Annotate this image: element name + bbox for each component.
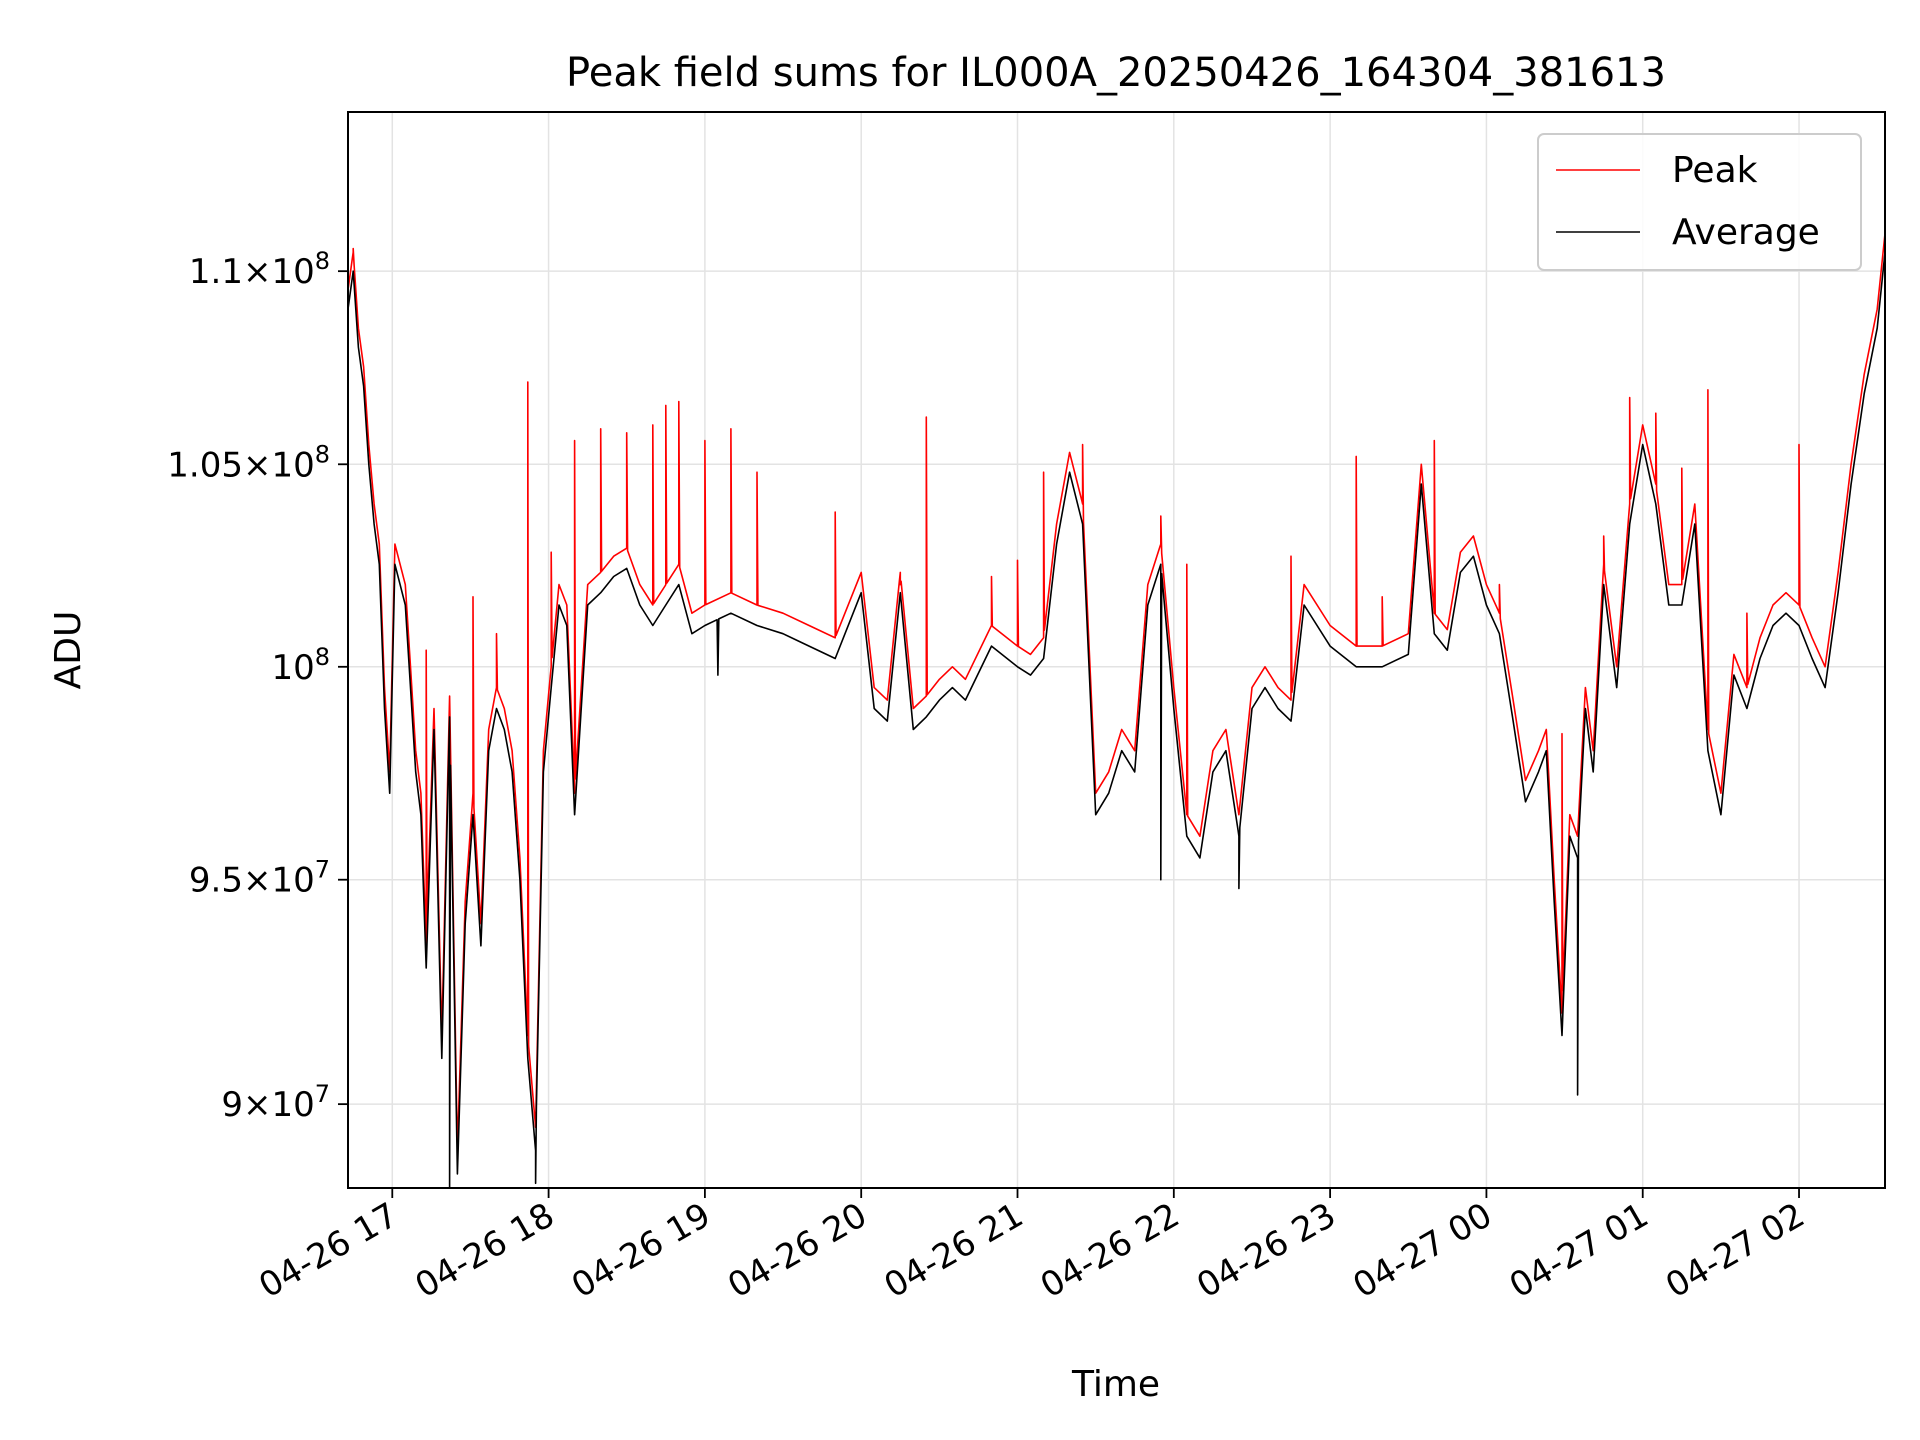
y-tick-label: 1.1×108 xyxy=(189,247,330,292)
y-tick-label: 9×107 xyxy=(221,1080,330,1125)
y-axis-label: ADU xyxy=(48,611,89,690)
y-axis-ticks: 9×107 9.5×107 108 1.05×108 1.1×108 xyxy=(167,247,348,1125)
plot-frame xyxy=(347,111,1886,1189)
legend-label-peak: Peak xyxy=(1672,150,1758,191)
grid-lines xyxy=(348,112,1885,1188)
legend: Peak Average xyxy=(1537,133,1862,271)
chart-title: Peak field sums for IL000A_20250426_1643… xyxy=(566,50,1666,96)
legend-label-average: Average xyxy=(1672,212,1820,253)
y-tick-label: 1.05×108 xyxy=(167,440,330,485)
plot-series xyxy=(347,233,1886,1189)
series-line-average xyxy=(347,252,1886,1189)
y-tick-label: 108 xyxy=(271,643,330,688)
series-line-peak xyxy=(347,233,1886,1152)
x-axis-label: Time xyxy=(1071,1364,1160,1405)
legend-box xyxy=(1537,133,1862,271)
y-tick-label: 9.5×107 xyxy=(189,856,330,901)
